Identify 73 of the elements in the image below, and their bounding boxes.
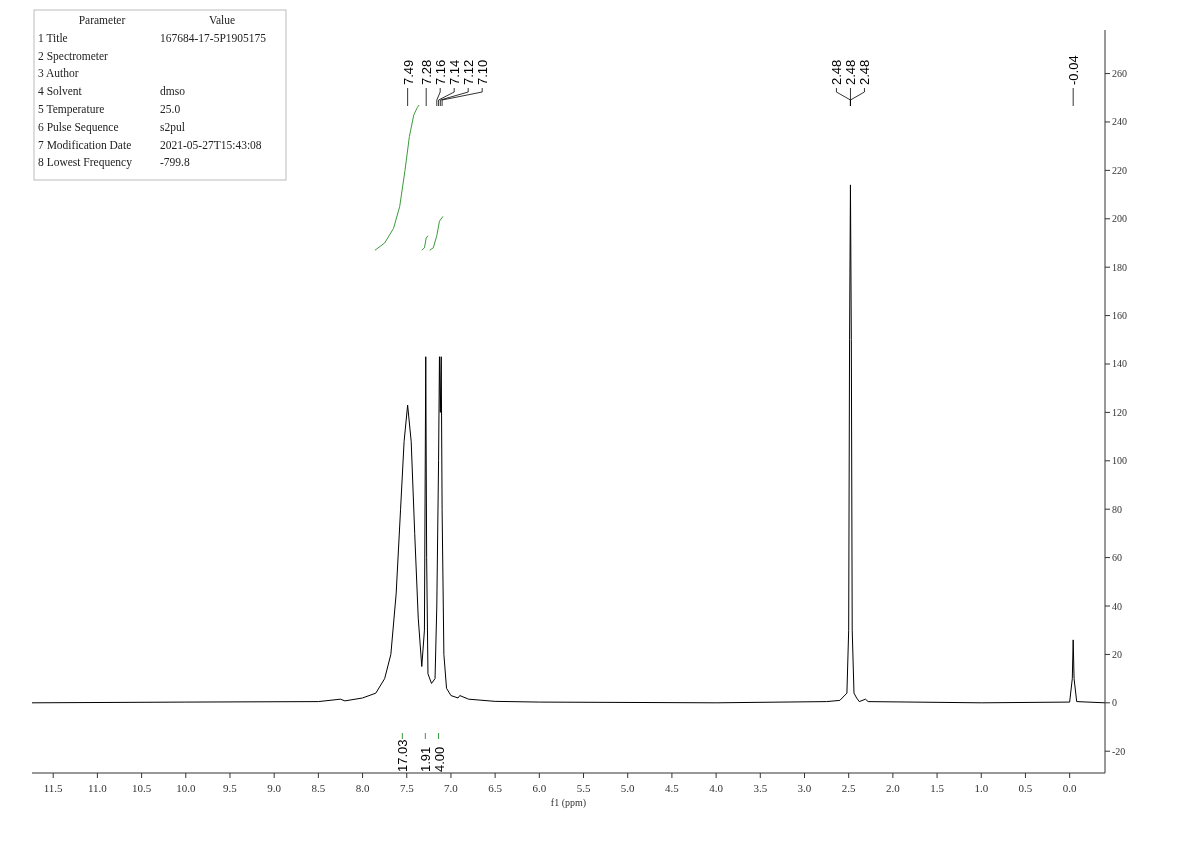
x-axis-title: f1 (ppm) bbox=[550, 797, 587, 809]
annotation: 25.0 bbox=[160, 103, 181, 115]
x-tick-label: 3.0 bbox=[797, 782, 812, 794]
annotation: 7.49 bbox=[400, 59, 416, 85]
annotation: 2.48 bbox=[843, 59, 859, 85]
x-tick-label: 5.0 bbox=[620, 782, 636, 794]
x-tick-label: 9.5 bbox=[223, 782, 238, 794]
y-tick-label: 60 bbox=[1112, 552, 1122, 564]
annotation: 4 Solvent bbox=[38, 85, 83, 98]
annotation: 167684-17-5P1905175 bbox=[160, 31, 267, 44]
y-tick-label: 200 bbox=[1112, 213, 1127, 225]
x-tick-label: 8.5 bbox=[311, 782, 326, 794]
annotation: 2.48 bbox=[829, 59, 845, 85]
x-tick-label: 3.5 bbox=[753, 782, 768, 794]
x-tick-label: 4.0 bbox=[709, 782, 724, 794]
x-tick-label: 2.0 bbox=[886, 782, 901, 794]
y-tick-label: -20 bbox=[1112, 745, 1126, 757]
line-series bbox=[31, 184, 1106, 704]
y-tick-label: 40 bbox=[1112, 600, 1122, 612]
y-tick-label: 140 bbox=[1112, 358, 1127, 370]
x-tick-label: 10.5 bbox=[131, 782, 152, 794]
x-tick-label: 8.0 bbox=[355, 782, 370, 794]
y-tick-label: 160 bbox=[1112, 310, 1127, 322]
annotation: 7.14 bbox=[447, 59, 463, 85]
line-series bbox=[429, 215, 444, 251]
annotation: -0.04 bbox=[1066, 55, 1082, 85]
annotation: 2.48 bbox=[857, 59, 873, 85]
x-tick-label: 7.0 bbox=[444, 782, 459, 794]
y-tick-label: 180 bbox=[1112, 261, 1127, 273]
annotation: 7 Modification Date bbox=[38, 138, 132, 151]
annotation: 6 Pulse Sequence bbox=[38, 120, 119, 134]
x-tick-label: 6.5 bbox=[488, 782, 503, 794]
text: Value bbox=[208, 14, 236, 26]
annotation: dmso bbox=[160, 85, 186, 98]
x-tick-label: 9.0 bbox=[267, 782, 282, 794]
x-tick-label: 0.0 bbox=[1062, 782, 1078, 794]
annotation: 17.03 bbox=[395, 739, 411, 772]
annotation: 7.16 bbox=[433, 59, 449, 85]
text: Parameter bbox=[78, 14, 126, 26]
x-tick-label: 11.5 bbox=[43, 782, 64, 794]
y-tick-label: 220 bbox=[1112, 164, 1127, 176]
y-tick-label: 260 bbox=[1112, 68, 1127, 80]
x-tick-label: 6.0 bbox=[532, 782, 547, 794]
annotation: 1.91 bbox=[418, 746, 434, 772]
y-tick-label: 120 bbox=[1112, 406, 1127, 418]
x-tick-label: 1.0 bbox=[974, 782, 989, 794]
y-tick-label: 100 bbox=[1112, 455, 1127, 467]
annotation: s2pul bbox=[160, 120, 185, 134]
x-tick-label: 4.5 bbox=[665, 782, 680, 794]
annotation: 7.28 bbox=[419, 59, 435, 85]
x-tick-label: 11.0 bbox=[87, 782, 108, 794]
annotation: -799.8 bbox=[160, 156, 190, 169]
x-tick-label: 1.5 bbox=[930, 782, 945, 794]
annotation: 2021-05-27T15:43:08 bbox=[160, 138, 262, 151]
x-tick-label: 2.5 bbox=[841, 782, 857, 794]
x-tick-label: 7.5 bbox=[399, 782, 415, 794]
annotation: 3 Author bbox=[38, 67, 79, 80]
annotation: 4.00 bbox=[431, 746, 447, 772]
annotation: 1 Title bbox=[38, 31, 68, 44]
x-tick-label: 5.5 bbox=[576, 782, 591, 794]
annotation: 7.12 bbox=[461, 59, 477, 85]
x-tick-label: 0.5 bbox=[1018, 782, 1033, 794]
annotation: 2 Spectrometer bbox=[38, 49, 109, 63]
y-tick-label: 80 bbox=[1112, 503, 1122, 515]
line-series bbox=[374, 104, 420, 251]
y-tick-label: 0 bbox=[1112, 697, 1117, 709]
annotation: 8 Lowest Frequency bbox=[38, 156, 133, 170]
annotation: 5 Temperature bbox=[38, 103, 105, 116]
y-tick-label: 20 bbox=[1112, 648, 1122, 660]
y-tick-label: 240 bbox=[1112, 116, 1127, 128]
line-series bbox=[421, 235, 429, 251]
annotation: 7.10 bbox=[475, 59, 491, 85]
x-tick-label: 10.0 bbox=[176, 782, 196, 794]
